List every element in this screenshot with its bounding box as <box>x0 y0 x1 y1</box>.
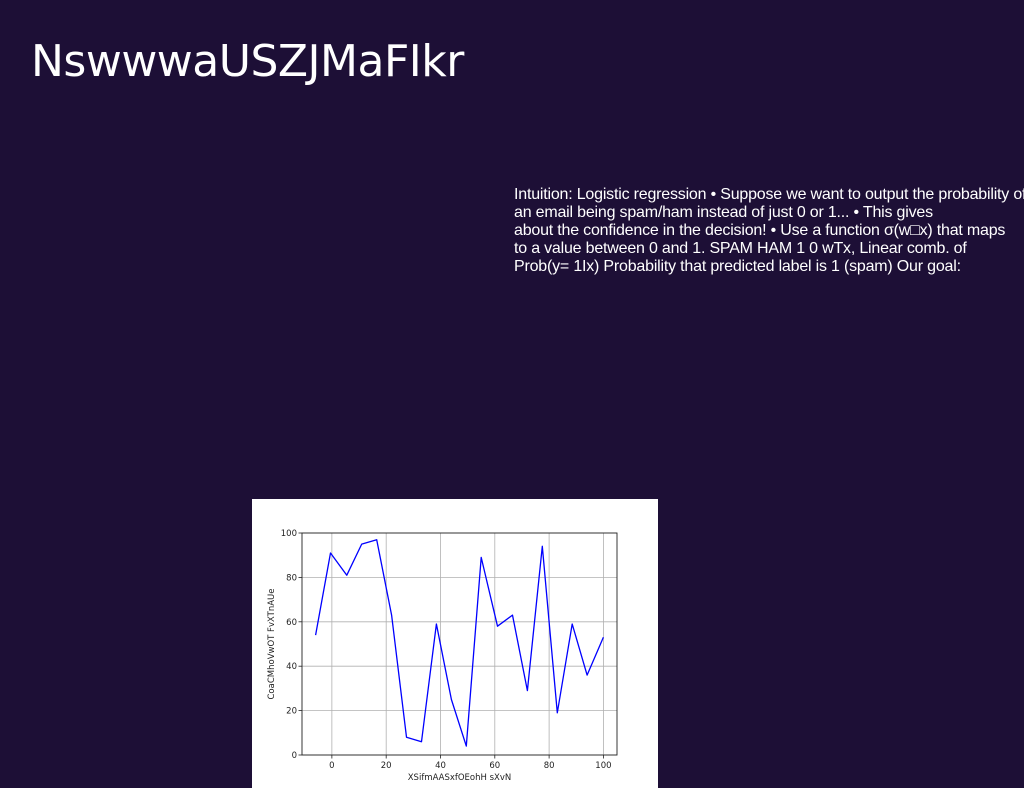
x-axis-label: XSifmAASxfOEohH sXvN <box>408 773 512 783</box>
y-tick-label: 20 <box>286 707 297 717</box>
y-tick-label: 80 <box>286 573 297 583</box>
x-tick-label: 80 <box>544 761 555 771</box>
body-line: Prob(y= 1Ix) Probability that predicted … <box>514 258 961 275</box>
line-chart-figure: 0 20 40 60 80 100 0 20 40 60 80 100 XSifmAASxfOEohH … <box>252 499 658 788</box>
x-tick-label: 40 <box>435 761 446 771</box>
body-line: an email being spam/ham instead of just … <box>514 204 933 221</box>
plot-frame <box>301 532 618 756</box>
series-line <box>314 539 604 747</box>
x-tick-label: 0 <box>329 761 334 771</box>
x-tick-label: 100 <box>595 761 611 771</box>
x-tick-label: 60 <box>489 761 500 771</box>
y-tick-label: 0 <box>292 751 297 761</box>
slide-title: NswwwaUSZJMaFIkr <box>31 36 464 87</box>
y-tick-label: 100 <box>281 529 297 539</box>
body-line: about the confidence in the decision! • … <box>514 222 1006 239</box>
line-chart: 0 20 40 60 80 100 0 20 40 60 80 100 XSifmAASxfOEohH … <box>267 529 618 783</box>
y-axis-label: CoaCMhoVwOT FvXTnAUe <box>267 589 277 700</box>
y-tick-label: 40 <box>286 662 297 672</box>
body-line: Intuition: Logistic regression • Suppose… <box>514 186 1024 203</box>
slide-body-text: Intuition: Logistic regression • Suppose… <box>514 186 1024 276</box>
x-tick-label: 20 <box>381 761 392 771</box>
y-tick-label: 60 <box>286 618 297 628</box>
body-line: to a value between 0 and 1. SPAM HAM 1 0… <box>514 240 967 257</box>
